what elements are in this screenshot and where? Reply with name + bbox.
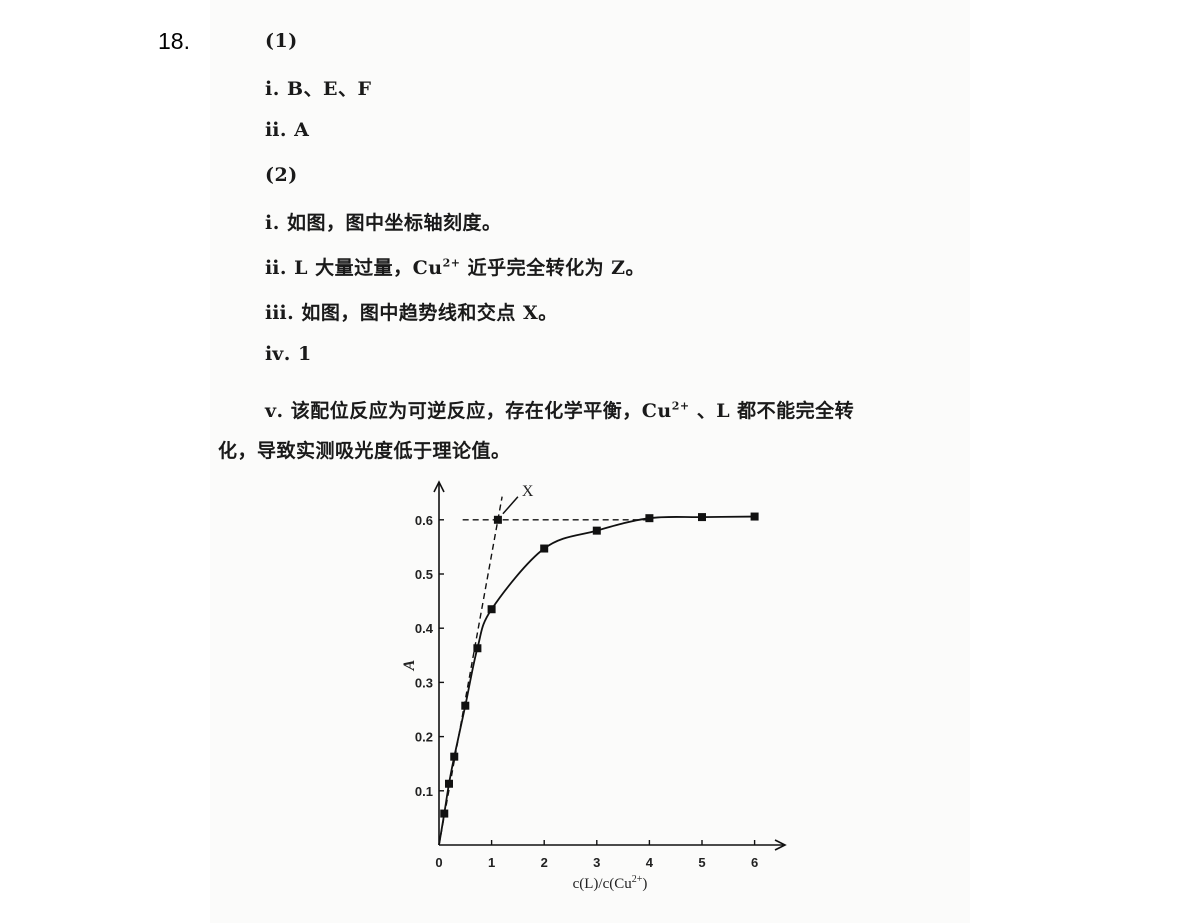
answer-1-ii: ⅱ. A xyxy=(265,119,310,141)
x-tick-label: 3 xyxy=(593,855,600,870)
y-tick-label: 0.2 xyxy=(415,730,433,745)
answer-2-iii: ⅲ. 如图，图中趋势线和交点 X。 xyxy=(265,302,558,324)
answer-2-iv: ⅳ. 1 xyxy=(265,343,312,365)
text: ⅴ. 该配位反应为可逆反应，存在化学平衡，Cu xyxy=(265,400,672,422)
data-point xyxy=(592,526,601,535)
y-tick-label: 0.1 xyxy=(415,784,433,799)
y-tick-label: 0.5 xyxy=(415,567,433,582)
data-point xyxy=(540,544,549,553)
trend-curve xyxy=(438,515,755,846)
data-point xyxy=(645,514,654,523)
x-tick-label: 5 xyxy=(698,855,705,870)
text: ⅱ. L 大量过量，Cu xyxy=(265,257,443,279)
answer-1-i: ⅰ. B、E、F xyxy=(265,78,372,100)
intersection-arrow xyxy=(502,496,519,515)
data-point xyxy=(750,512,759,521)
x-tick-label: 1 xyxy=(488,855,495,870)
data-point xyxy=(440,809,449,818)
part-1-heading: (1) xyxy=(265,30,298,52)
data-point xyxy=(473,644,482,653)
x-tick-label: 2 xyxy=(541,855,548,870)
y-axis-arrow xyxy=(433,480,445,493)
x-axis-label: c(L)/c(Cu2+) xyxy=(573,874,648,892)
data-point xyxy=(450,752,459,761)
intersection-point xyxy=(493,515,502,524)
x-tick-label: 0 xyxy=(435,855,442,870)
part-2-heading: (2) xyxy=(265,164,298,186)
answer-2-v-continued: 化，导致实测吸光度低于理论值。 xyxy=(218,440,511,462)
absorbance-chart: 0 1 2 3 4 5 6 0.1 0.2 0.3 0.4 0.5 0.6 Ac(L)/c(Cu2+) X xyxy=(401,480,787,892)
text: 、L 都不能完全转 xyxy=(689,400,855,422)
x-tick-label: 4 xyxy=(646,855,654,870)
y-tick-label: 0.4 xyxy=(415,621,434,636)
intersection-label: X xyxy=(522,483,534,500)
tangent-dashed-line xyxy=(438,496,503,846)
data-point xyxy=(698,513,706,522)
y-tick-label: 0.6 xyxy=(415,513,433,528)
text: 近乎完全转化为 Z。 xyxy=(460,257,646,279)
superscript: 2+ xyxy=(671,399,690,413)
x-axis-arrow xyxy=(774,839,787,851)
scanned-page xyxy=(210,0,970,923)
answer-2-v: ⅴ. 该配位反应为可逆反应，存在化学平衡，Cu2+ 、L 都不能完全转 xyxy=(265,396,854,423)
y-axis-label: A xyxy=(401,659,418,671)
data-point xyxy=(444,779,453,788)
answer-2-ii: ⅱ. L 大量过量，Cu2+ 近乎完全转化为 Z。 xyxy=(265,253,645,280)
answer-2-i: ⅰ. 如图，图中坐标轴刻度。 xyxy=(265,212,502,234)
y-tick-label: 0.3 xyxy=(415,675,433,690)
x-tick-label: 6 xyxy=(751,855,758,870)
data-point xyxy=(461,701,470,710)
superscript: 2+ xyxy=(442,256,461,270)
question-number: 18. xyxy=(158,28,190,54)
data-point xyxy=(487,605,496,614)
